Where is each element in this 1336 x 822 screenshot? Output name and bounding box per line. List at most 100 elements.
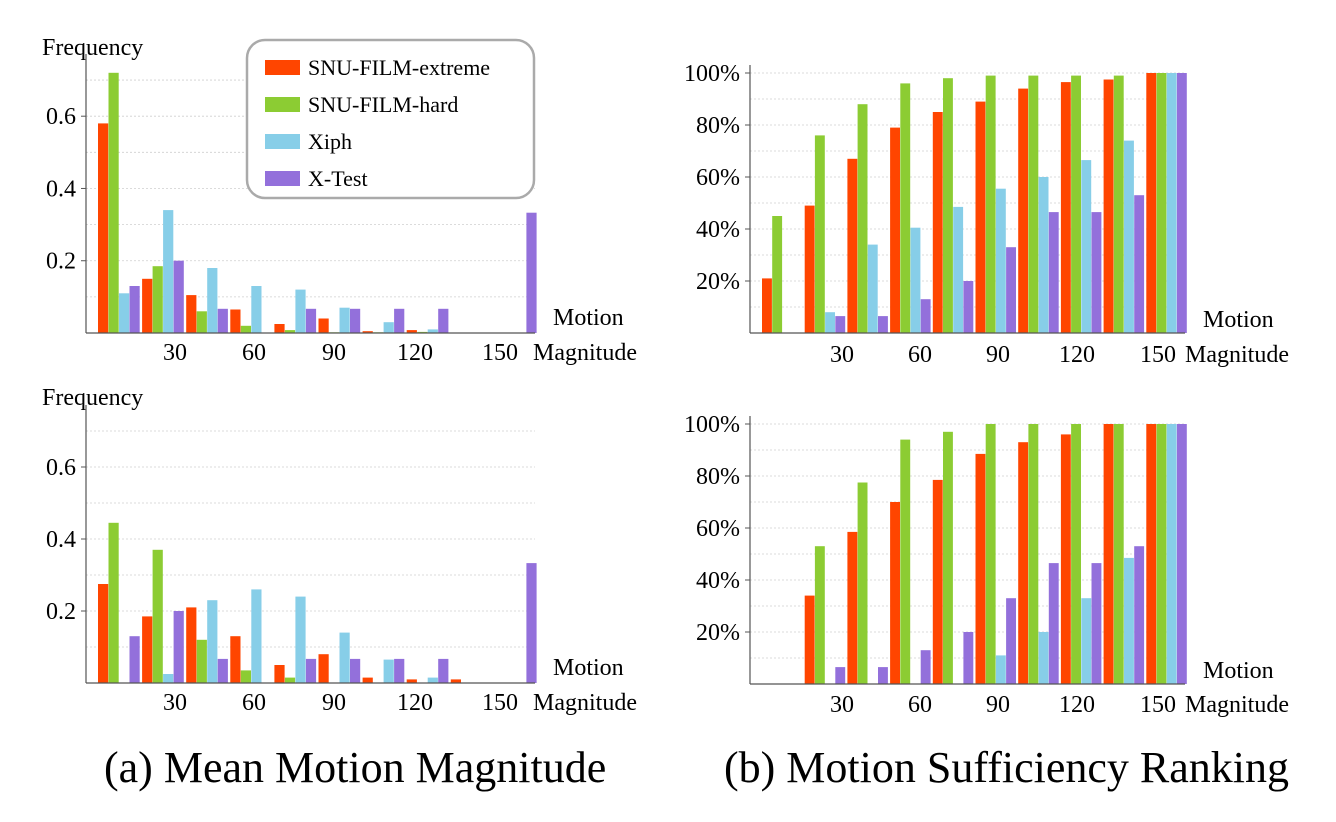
bar-snu-film-extreme-150 [1146,424,1157,684]
bar-xiph-75 [295,596,306,683]
bar-snu-film-extreme-120 [406,330,417,333]
bar-snu-film-extreme-90 [975,101,986,333]
bar-snu-film-hard-45 [857,482,868,684]
bar-snu-film-hard-75 [284,330,296,333]
bar-snu-film-extreme-90 [318,318,329,333]
bar-x-test-120 [438,308,449,333]
bar-xiph-135 [1124,140,1134,333]
y-tick-label: 100% [684,412,740,438]
bar-snu-film-extreme-135 [450,679,461,683]
bar-snu-film-hard-45 [857,104,868,333]
x-tick-label: 150 [482,690,518,716]
bar-xiph-90 [995,655,1006,684]
bar-x-test-150 [526,563,537,683]
x-axis-label-line1: Motion [1203,307,1274,333]
bar-snu-film-extreme-75 [932,112,943,333]
x-axis-label-line1: Motion [553,305,624,331]
chart-panel-a-top: 0.2 0.4 0.6 30 60 90 120 150 Frequency Motion Magn… [42,35,637,366]
bar-xiph-120 [1081,598,1092,684]
bar-snu-film-hard-75 [943,431,953,684]
bar-snu-film-hard-120 [1071,424,1081,684]
bar-snu-film-hard-90 [985,75,996,333]
bar-snu-film-hard-135 [1113,424,1124,684]
y-tick-label: 0.6 [46,455,76,481]
bar-x-test-60 [920,650,931,684]
bar-snu-film-hard-30 [152,549,163,683]
bar-snu-film-extreme-105 [1018,442,1029,684]
legend-label-snu-film-hard: SNU-FILM-hard [308,92,458,117]
x-tick-label: 90 [322,690,346,716]
y-tick-label: 0.2 [46,249,76,275]
y-tick-label: 0.2 [46,599,76,625]
bar-snu-film-extreme-15 [98,584,109,683]
x-tick-label: 60 [242,690,266,716]
y-tick-label: 20% [696,620,740,646]
bar-snu-film-extreme-135 [1103,424,1114,684]
bar-snu-film-extreme-15 [98,123,109,334]
bar-xiph-45 [207,600,218,683]
y-tick-label: 60% [696,516,740,542]
bar-snu-film-extreme-90 [975,453,986,684]
x-axis-label-line2: Magnitude [1185,692,1289,718]
y-tick-label: 100% [684,61,740,87]
bar-snu-film-hard-30 [814,546,825,684]
bar-x-test-45 [217,308,228,333]
bar-snu-film-hard-105 [1028,75,1039,333]
x-tick-label: 60 [242,340,266,366]
bar-x-test-60 [920,299,931,333]
bar-xiph-105 [1038,177,1049,333]
legend: SNU-FILM-extreme SNU-FILM-hard Xiph X-Test [245,38,536,200]
bar-snu-film-hard-105 [1028,424,1039,684]
bar-snu-film-hard-150 [1156,73,1167,333]
x-axis-label-line1: Motion [1203,658,1274,684]
bar-snu-film-hard-60 [900,83,911,334]
bar-snu-film-extreme-120 [406,679,417,683]
bar-xiph-45 [207,268,218,333]
y-tick-label: 60% [696,165,740,191]
bar-x-test-120 [1091,212,1102,333]
bar-xiph-150 [1166,73,1177,333]
bar-x-test-75 [963,632,974,684]
bar-xiph-75 [953,206,964,333]
bar-snu-film-extreme-120 [1060,434,1071,684]
bar-snu-film-extreme-30 [142,616,153,683]
bar-snu-film-extreme-75 [932,479,943,684]
chart-panel-a-bottom: 0.2 0.4 0.6 30 60 90 120 150 Frequency Motion Magn… [42,385,637,716]
bar-x-test-150 [526,212,537,333]
x-tick-label: 30 [163,690,187,716]
bar-xiph-90 [339,632,350,683]
bar-x-test-135 [1134,546,1145,684]
y-tick-label: 20% [696,269,740,295]
y-axis-label: Frequency [42,385,143,411]
bar-snu-film-hard-120 [1071,75,1081,333]
bar-snu-film-extreme-105 [362,677,373,683]
bar-snu-film-extreme-45 [847,531,858,684]
bar-x-test-105 [1048,212,1059,333]
bar-xiph-60 [910,227,921,333]
bar-snu-film-hard-60 [240,325,251,333]
bar-snu-film-hard-15 [108,72,119,334]
x-tick-label: 120 [397,690,433,716]
y-tick-label: 0.4 [46,527,76,553]
bar-x-test-30 [835,667,846,684]
bar-xiph-30 [163,674,174,683]
bar-snu-film-extreme-60 [230,309,241,333]
bar-x-test-135 [1134,195,1145,333]
bar-snu-film-hard-45 [196,639,207,683]
bar-snu-film-hard-30 [814,135,825,333]
x-tick-label: 60 [908,692,932,718]
x-tick-label: 150 [1140,342,1176,368]
bar-x-test-30 [173,611,184,683]
bar-snu-film-extreme-105 [1018,88,1029,333]
bar-snu-film-hard-150 [1156,424,1167,684]
bar-snu-film-hard-90 [985,424,996,684]
bar-xiph-105 [1038,632,1049,684]
bar-xiph-30 [163,210,174,333]
x-axis-label-line2: Magnitude [533,340,637,366]
y-tick-label: 0.4 [46,176,76,202]
bar-snu-film-extreme-105 [362,331,373,333]
bar-x-test-105 [1048,563,1059,684]
x-tick-label: 120 [1059,692,1095,718]
x-tick-label: 90 [322,340,346,366]
